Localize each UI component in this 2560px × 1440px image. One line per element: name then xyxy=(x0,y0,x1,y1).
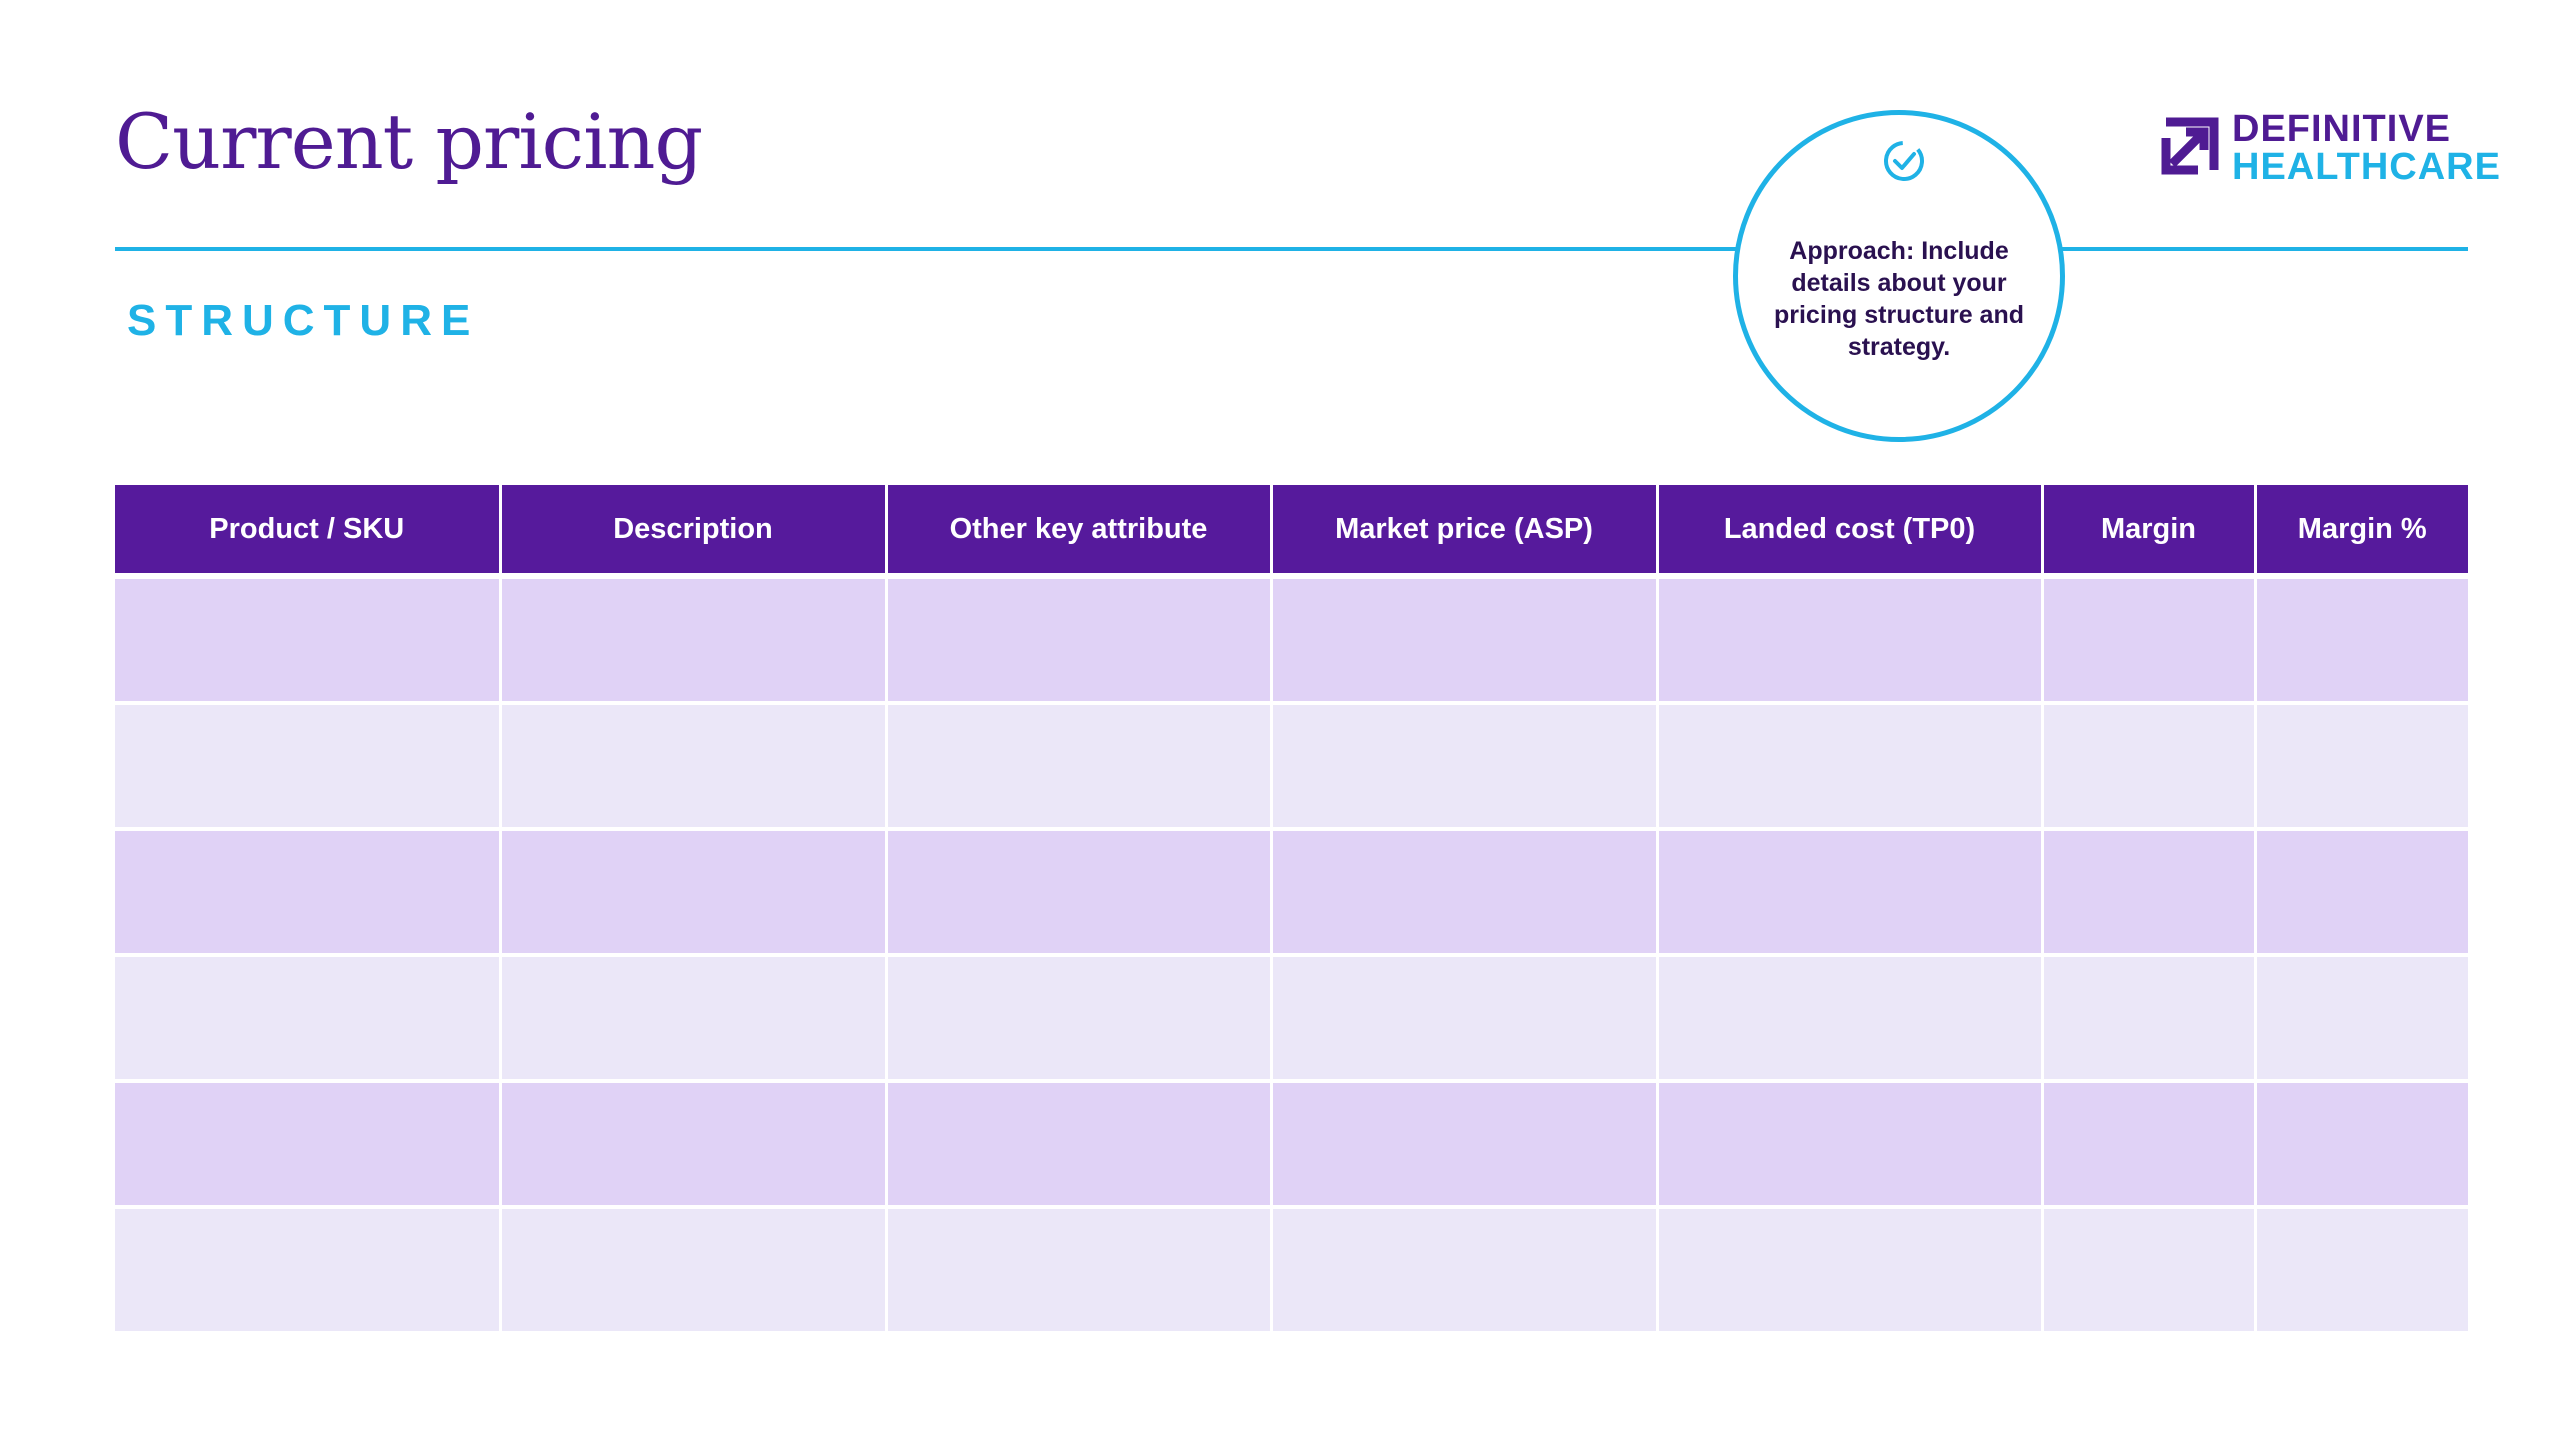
section-subtitle: STRUCTURE xyxy=(127,296,480,345)
table-cell xyxy=(498,703,888,831)
table-header-row: Product / SKU Description Other key attr… xyxy=(115,485,2468,579)
arrow-square-icon xyxy=(2161,117,2219,175)
table-cell xyxy=(2040,703,2257,831)
table-row xyxy=(115,703,2468,831)
table-cell xyxy=(498,829,888,957)
table-cell xyxy=(1655,703,2044,831)
table-cell xyxy=(2253,955,2468,1083)
table-cell xyxy=(2040,576,2257,705)
table-cell xyxy=(884,703,1273,831)
column-header-description: Description xyxy=(498,485,888,579)
table-cell xyxy=(1655,829,2044,957)
table-row xyxy=(115,576,2468,705)
logo-wordmark-line2: HEALTHCARE xyxy=(2232,146,2501,188)
table-cell xyxy=(2040,1081,2257,1209)
table-cell xyxy=(1655,1081,2044,1209)
table-cell xyxy=(2253,1081,2468,1209)
table-row xyxy=(115,829,2468,957)
table-cell xyxy=(884,576,1273,705)
table-cell xyxy=(1269,829,1659,957)
definitive-healthcare-logo: DEFINITIVE HEALTHCARE xyxy=(2160,108,2500,186)
page-title: Current pricing xyxy=(115,97,703,186)
table-cell xyxy=(2253,1207,2468,1335)
table-cell xyxy=(1655,955,2044,1083)
column-header-other-key-attribute: Other key attribute xyxy=(884,485,1273,579)
table-cell xyxy=(498,955,888,1083)
column-header-margin: Margin xyxy=(2040,485,2257,579)
table-cell xyxy=(115,1081,502,1209)
table-cell xyxy=(884,955,1273,1083)
table-cell xyxy=(1269,1207,1659,1335)
table-cell xyxy=(1269,955,1659,1083)
table-cell xyxy=(884,1207,1273,1335)
approach-callout: Approach: Include details about your pri… xyxy=(1733,110,2065,442)
table-cell xyxy=(2253,703,2468,831)
table-cell xyxy=(498,576,888,705)
table-cell xyxy=(115,576,502,705)
table-cell xyxy=(115,955,502,1083)
column-header-landed-cost: Landed cost (TP0) xyxy=(1655,485,2044,579)
logo-wordmark-line1: DEFINITIVE xyxy=(2232,108,2452,150)
table-cell xyxy=(498,1081,888,1209)
table-cell xyxy=(1269,703,1659,831)
table-cell xyxy=(1269,1081,1659,1209)
table-cell xyxy=(884,1081,1273,1209)
table-row xyxy=(115,1207,2468,1335)
pricing-table: Product / SKU Description Other key attr… xyxy=(115,485,2468,1335)
column-header-product-sku: Product / SKU xyxy=(115,485,502,579)
table-cell xyxy=(1655,1207,2044,1335)
table-cell xyxy=(2253,576,2468,705)
table-cell xyxy=(884,829,1273,957)
table-cell xyxy=(498,1207,888,1335)
table-cell xyxy=(115,703,502,831)
table-row xyxy=(115,1081,2468,1209)
table-cell xyxy=(2040,1207,2257,1335)
table-cell xyxy=(115,1207,502,1335)
table-cell xyxy=(1655,576,2044,705)
table-cell xyxy=(1269,576,1659,705)
header-divider xyxy=(115,247,2468,251)
check-circle-icon xyxy=(1884,141,1924,181)
table-cell xyxy=(2253,829,2468,957)
column-header-market-price: Market price (ASP) xyxy=(1269,485,1659,579)
pricing-table-container: Product / SKU Description Other key attr… xyxy=(115,485,2468,1335)
table-row xyxy=(115,955,2468,1083)
column-header-margin-percent: Margin % xyxy=(2253,485,2468,579)
table-cell xyxy=(2040,829,2257,957)
table-cell xyxy=(115,829,502,957)
table-cell xyxy=(2040,955,2257,1083)
callout-text: Approach: Include details about your pri… xyxy=(1773,237,2025,361)
